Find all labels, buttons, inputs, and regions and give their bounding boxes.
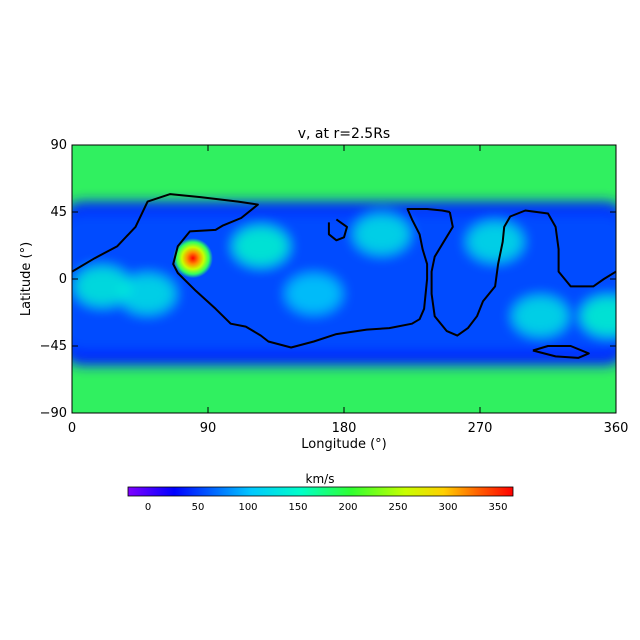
- contour-region-3: [430, 209, 616, 337]
- peak-speed-layer: [172, 238, 213, 279]
- x-axis-label: Longitude (°): [301, 437, 386, 452]
- contour-layer: [72, 193, 616, 359]
- speed-region-8: [285, 273, 342, 314]
- y-tick-label: 45: [50, 205, 67, 220]
- contour-region-1: [72, 193, 450, 349]
- speed-region-4: [353, 214, 410, 255]
- y-tick-label: −45: [40, 339, 67, 354]
- speed-region-6: [512, 296, 569, 337]
- speed-region-2: [232, 226, 289, 267]
- colorbar-tick-label: 200: [338, 502, 357, 513]
- colorbar-tick-label: 150: [288, 502, 307, 513]
- y-tick-label: 0: [59, 272, 67, 287]
- speed-field-layer: [72, 201, 616, 366]
- x-tick-label: 270: [468, 421, 493, 436]
- colorbar-tick-label: 300: [438, 502, 457, 513]
- y-tick-label: 90: [50, 138, 67, 153]
- contour-region-4: [532, 345, 590, 359]
- x-tick-label: 360: [604, 421, 629, 436]
- colorbar-ticks: 0 50 100 150 200 250 300 350: [145, 502, 508, 513]
- y-axis-label: Latitude (°): [19, 242, 34, 316]
- y-axis-ticks: 90 45 0 −45 −90: [40, 138, 616, 421]
- speed-region-5: [467, 221, 524, 262]
- speed-region-3: [74, 266, 131, 307]
- x-tick-label: 180: [332, 421, 357, 436]
- speed-region-7: [580, 296, 616, 337]
- heatmap-plot-area: [72, 145, 616, 413]
- colorbar-tick-label: 250: [388, 502, 407, 513]
- peak-speed-spot: [172, 238, 213, 279]
- colorbar: [127, 486, 514, 497]
- colorbar-label: km/s: [306, 472, 335, 486]
- y-tick-label: −90: [40, 406, 67, 421]
- chart-title: v, at r=2.5Rs: [298, 126, 390, 142]
- speed-region-1: [119, 273, 176, 314]
- colorbar-tick-label: 100: [238, 502, 257, 513]
- colorbar-tick-label: 350: [488, 502, 507, 513]
- x-axis-ticks: 0 90 180 270 360: [68, 145, 629, 436]
- colorbar-tick-label: 0: [145, 502, 151, 513]
- contour-region-2: [327, 218, 348, 242]
- x-tick-label: 90: [200, 421, 217, 436]
- x-tick-label: 0: [68, 421, 76, 436]
- colorbar-tick-label: 50: [192, 502, 205, 513]
